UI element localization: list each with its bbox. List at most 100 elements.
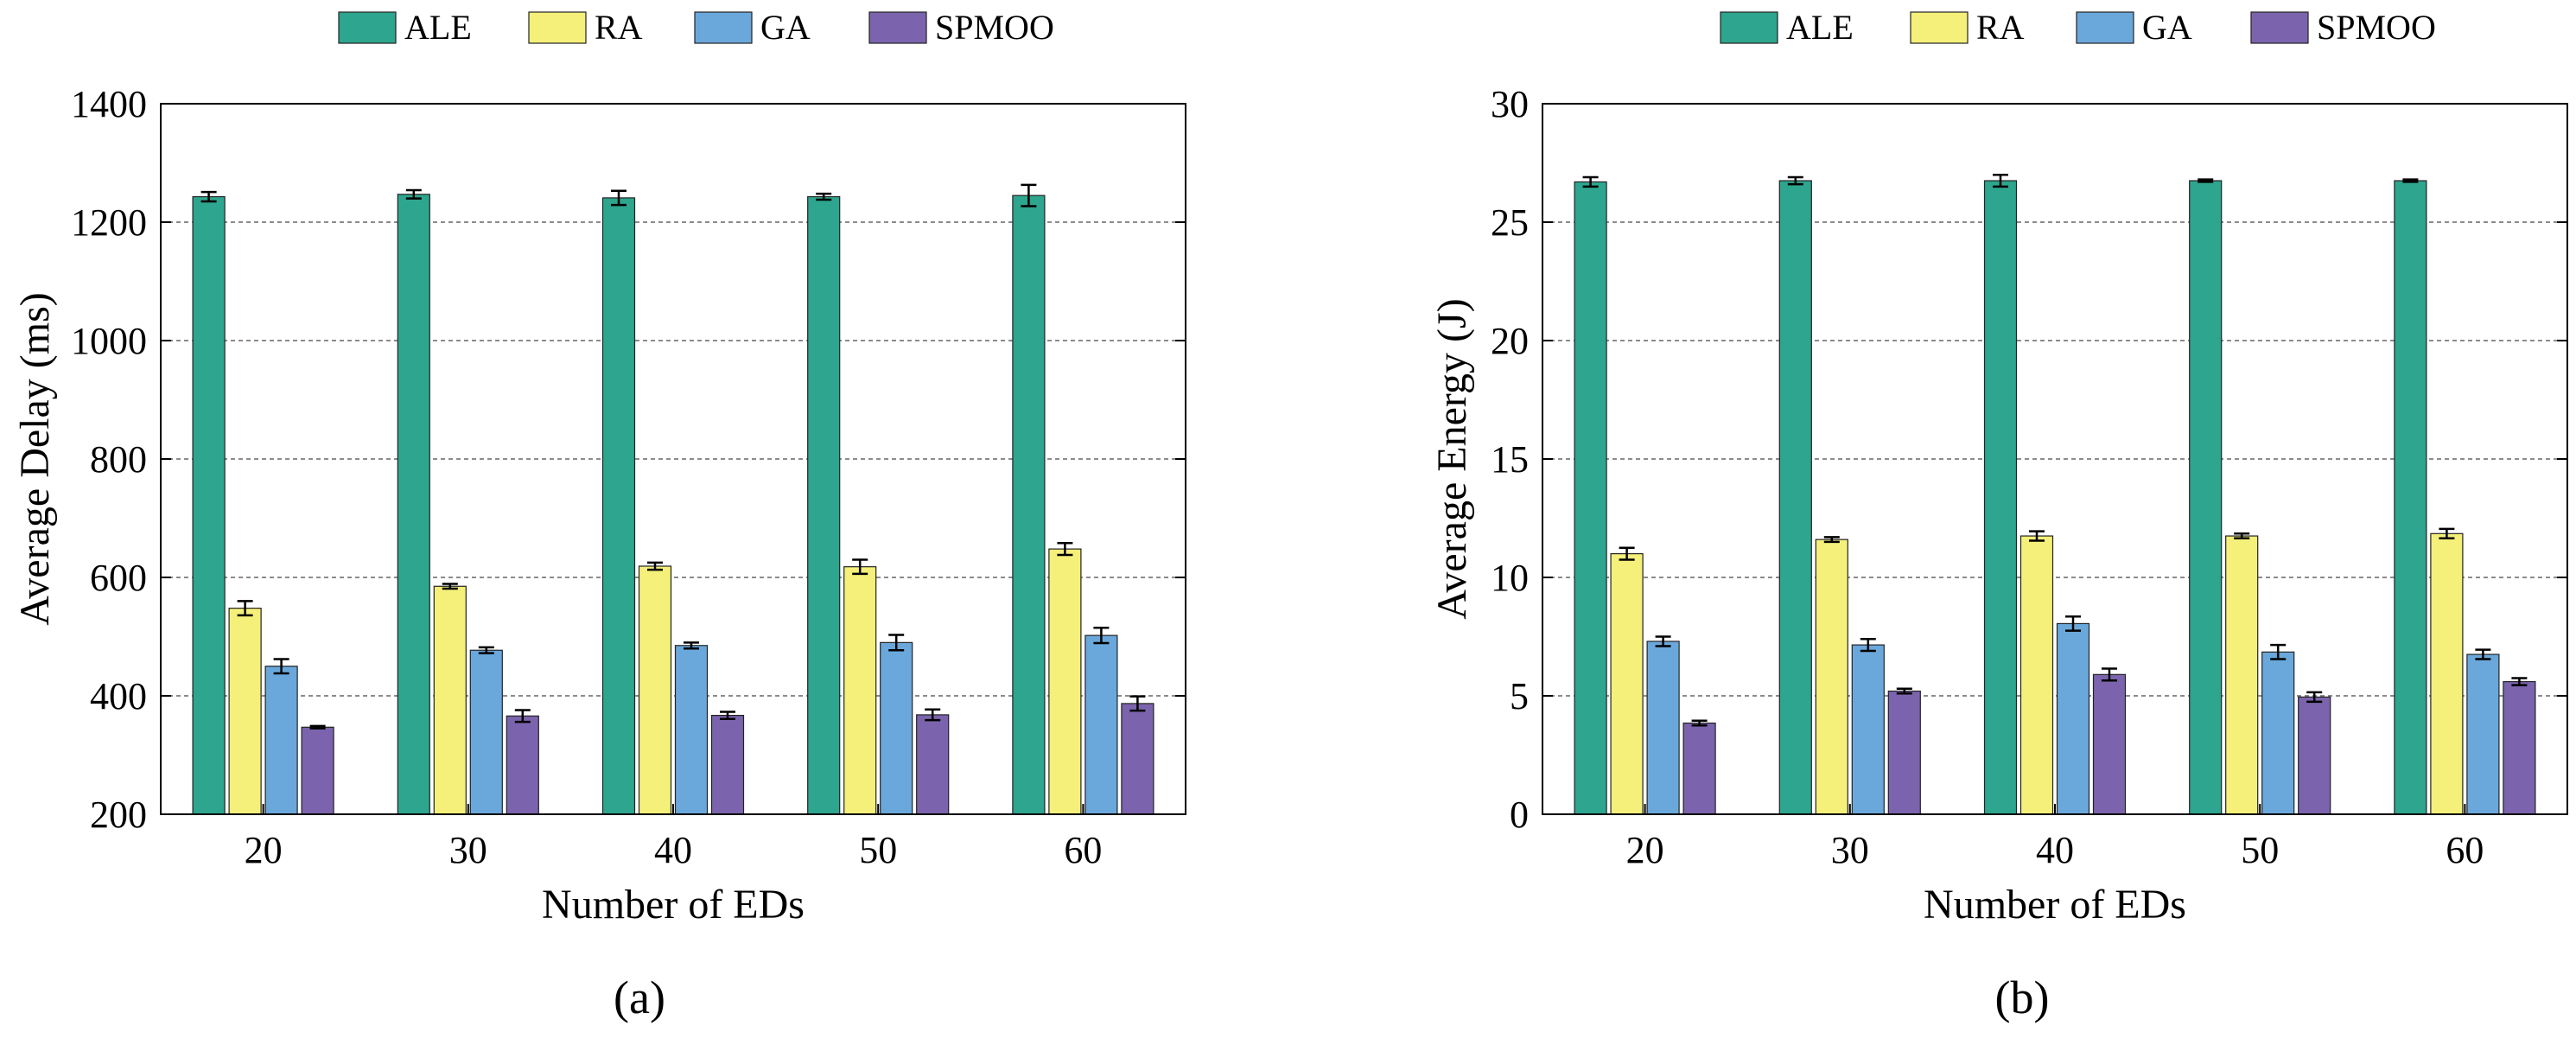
- x-tick-label: 40: [2036, 829, 2074, 871]
- error-bar: [442, 583, 458, 590]
- y-tick-label: 25: [1491, 201, 1529, 244]
- y-tick-label: 400: [90, 675, 147, 717]
- x-tick-label: 30: [449, 829, 487, 871]
- legend-label: ALE: [1786, 8, 1854, 47]
- legend-label: GA: [760, 8, 811, 47]
- bar-spmoo-30: [506, 715, 539, 815]
- error-bar: [237, 600, 253, 617]
- error-bar: [1993, 173, 2008, 188]
- error-bar: [1129, 695, 1146, 712]
- x-tick-label: 50: [859, 829, 897, 871]
- bar-ga-50: [2261, 651, 2295, 815]
- bar-ga-30: [469, 649, 503, 815]
- error-bar: [2270, 643, 2287, 660]
- error-bar: [888, 634, 905, 652]
- legend-item-spmoo: SPMOO: [2250, 8, 2436, 47]
- bar-ale-20: [1574, 181, 1607, 815]
- bar-ale-50: [807, 195, 841, 815]
- bar-spmoo-20: [1682, 722, 1716, 815]
- legend-swatch: [528, 11, 587, 44]
- bar-ale-50: [2189, 180, 2223, 815]
- bar-ale-60: [2394, 180, 2427, 815]
- legend-label: SPMOO: [2317, 8, 2436, 47]
- error-bar: [1057, 542, 1073, 557]
- error-bar: [1655, 635, 1671, 647]
- y-tick-label: 5: [1510, 675, 1529, 717]
- bar-spmoo-40: [710, 715, 745, 815]
- y-tick-label: 20: [1491, 320, 1529, 362]
- error-bar: [2065, 615, 2081, 632]
- error-bar: [816, 192, 832, 201]
- error-bar: [2198, 178, 2214, 183]
- error-bar: [514, 709, 531, 723]
- error-bar: [1582, 175, 1599, 188]
- subfigure-label: (b): [1995, 972, 2050, 1023]
- legend-item-ra: RA: [528, 8, 643, 47]
- bar-ra-30: [433, 585, 467, 815]
- x-tick-label: 60: [2446, 829, 2484, 871]
- bar-spmoo-40: [2092, 673, 2127, 815]
- y-tick-label: 800: [90, 438, 147, 481]
- x-tick-label: 50: [2241, 829, 2279, 871]
- y-tick-label: 1400: [71, 83, 147, 125]
- error-bar: [684, 641, 699, 650]
- bar-ga-20: [264, 666, 298, 815]
- error-bar: [478, 646, 494, 654]
- y-tick-label: 10: [1491, 557, 1529, 599]
- subfigure-label: (a): [614, 972, 665, 1023]
- chart-a: 200 400 600 800 1000 1200 1400 20 30 40 50 60 Number…: [12, 8, 1186, 1023]
- bar-ale-60: [1012, 194, 1046, 815]
- error-bar: [2475, 648, 2491, 660]
- bar-spmoo-60: [2503, 680, 2536, 815]
- bar-spmoo-30: [1887, 690, 1921, 815]
- bar-spmoo-50: [916, 714, 950, 815]
- y-axis-label: Average Energy (J): [1429, 298, 1475, 619]
- error-bar: [309, 724, 326, 730]
- legend-item-ale: ALE: [338, 8, 472, 47]
- legend-label: RA: [595, 8, 643, 47]
- error-bar: [273, 658, 289, 675]
- legend-swatch: [694, 11, 753, 44]
- error-bar: [1021, 183, 1037, 207]
- x-tick-label: 40: [654, 829, 692, 871]
- bar-ga-50: [880, 641, 913, 815]
- bar-ga-60: [1084, 634, 1118, 815]
- bar-ra-30: [1815, 539, 1848, 815]
- bar-ra-50: [2225, 535, 2259, 815]
- bar-ale-30: [1778, 180, 1812, 815]
- bar-ale-30: [397, 194, 430, 815]
- bar-ra-40: [2019, 535, 2054, 815]
- error-bar: [611, 189, 627, 207]
- error-bar: [2511, 677, 2528, 686]
- legend-swatch: [2076, 11, 2134, 44]
- legend-item-ga: GA: [694, 8, 811, 47]
- bar-ga-30: [1851, 644, 1885, 815]
- bar-ga-40: [674, 645, 709, 815]
- legend-label: ALE: [404, 8, 472, 47]
- y-axis-label: Average Delay (ms): [12, 292, 58, 626]
- y-tick-label: 0: [1510, 794, 1529, 836]
- y-tick-label: 200: [90, 794, 147, 836]
- error-bar: [1896, 687, 1912, 695]
- error-bar: [2029, 530, 2045, 542]
- error-bar: [200, 190, 217, 203]
- bar-ra-20: [228, 608, 262, 815]
- error-bar: [2439, 527, 2455, 540]
- legend-item-ale: ALE: [1720, 8, 1854, 47]
- error-bar: [1787, 175, 1803, 186]
- chart-b: 0 5 10 15 20 25 30 20 30 40 50 60 Number of EDs Avera…: [1429, 8, 2568, 1023]
- error-bar: [2402, 178, 2419, 183]
- legend-item-ra: RA: [1910, 8, 2025, 47]
- legend-swatch: [1720, 11, 1778, 44]
- error-bar: [405, 188, 422, 200]
- error-bar: [1823, 536, 1840, 544]
- x-axis-label: Number of EDs: [1924, 882, 2186, 927]
- x-tick-label: 30: [1831, 829, 1869, 871]
- bar-ga-20: [1646, 641, 1680, 815]
- x-axis-label: Number of EDs: [542, 882, 805, 927]
- bar-spmoo-20: [301, 726, 334, 815]
- error-bar: [2306, 691, 2323, 704]
- legend-swatch: [868, 11, 927, 44]
- x-tick-label: 20: [1626, 829, 1664, 871]
